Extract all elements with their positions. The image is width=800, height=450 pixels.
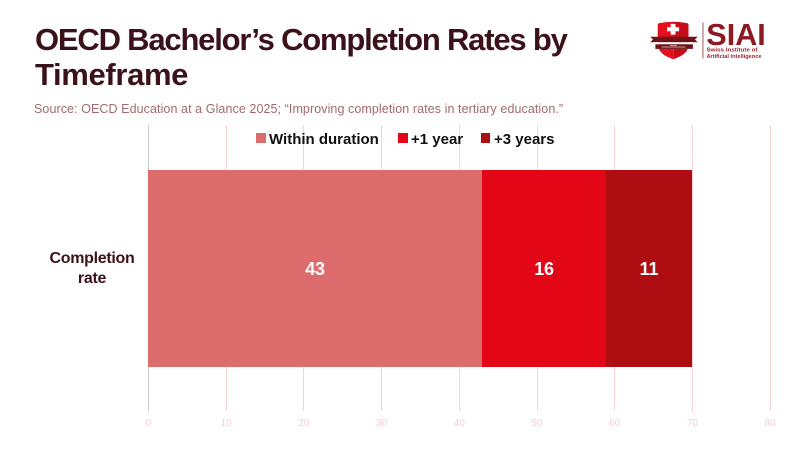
svg-text:Artificial Intelligence: Artificial Intelligence: [707, 54, 762, 60]
svg-text:SIAI: SIAI: [706, 18, 766, 52]
svg-text:Swiss Institute of: Swiss Institute of: [707, 48, 758, 54]
